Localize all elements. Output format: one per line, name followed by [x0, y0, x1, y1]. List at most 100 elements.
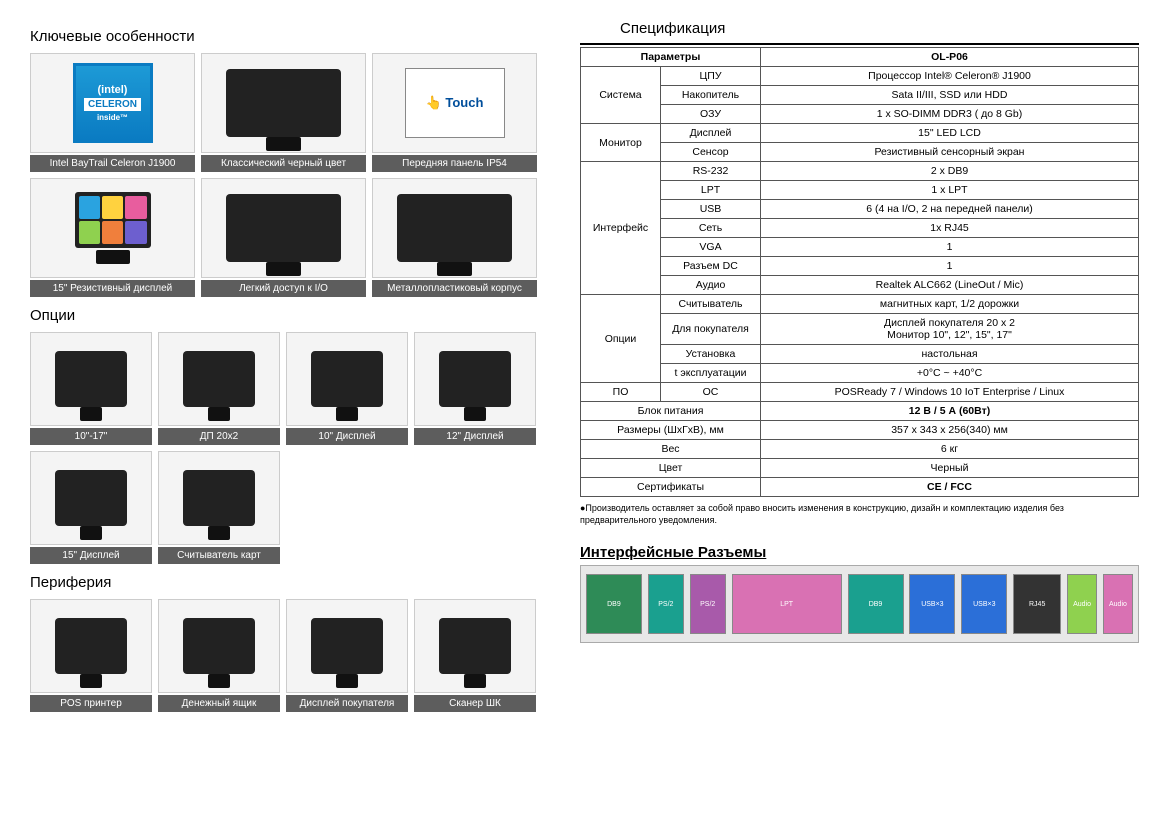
options-title: Опции: [30, 307, 550, 324]
spec-value: Черный: [761, 459, 1139, 478]
small-item: Денежный ящик: [158, 599, 280, 712]
small-image: [414, 332, 536, 426]
spec-value: 12 В / 5 А (60Вт): [761, 402, 1139, 421]
spec-row: VGA1: [581, 238, 1139, 257]
spec-param: Вес: [581, 440, 761, 459]
spec-value: Дисплей покупателя 20 x 2Монитор 10", 12…: [761, 314, 1139, 345]
spec-row: АудиоRealtek ALC662 (LineOut / Mic): [581, 276, 1139, 295]
spec-row: Разъем DC1: [581, 257, 1139, 276]
spec-header-param: Параметры: [581, 48, 761, 67]
spec-footnote: ●Производитель оставляет за собой право …: [580, 503, 1139, 526]
small-label: ДП 20х2: [158, 428, 280, 445]
spec-row: LPT1 x LPT: [581, 181, 1139, 200]
spec-value: 1 x SO-DIMM DDR3 ( до 8 Gb): [761, 105, 1139, 124]
small-item: ДП 20х2: [158, 332, 280, 445]
feature-image: [201, 178, 366, 278]
spec-row: USB6 (4 на I/O, 2 на передней панели): [581, 200, 1139, 219]
small-label: 12" Дисплей: [414, 428, 536, 445]
small-label: Считыватель карт: [158, 547, 280, 564]
spec-row: Сеть1x RJ45: [581, 219, 1139, 238]
feature-label: Металлопластиковый корпус: [372, 280, 537, 297]
spec-value: 6 (4 на I/O, 2 на передней панели): [761, 200, 1139, 219]
small-item: Считыватель карт: [158, 451, 280, 564]
small-item: 12" Дисплей: [414, 332, 536, 445]
spec-value: 6 кг: [761, 440, 1139, 459]
features-grid: (intel)CELERONinside™Intel BayTrail Cele…: [30, 53, 550, 297]
small-label: Дисплей покупателя: [286, 695, 408, 712]
left-column: Ключевые особенности (intel)CELERONinsid…: [30, 20, 550, 806]
spec-param: ОС: [661, 383, 761, 402]
small-image: [30, 332, 152, 426]
spec-param: ЦПУ: [661, 67, 761, 86]
small-image: [158, 451, 280, 545]
feature-item: Металлопластиковый корпус: [372, 178, 537, 297]
feature-item: (intel)CELERONinside™Intel BayTrail Cele…: [30, 53, 195, 172]
spec-param: Для покупателя: [661, 314, 761, 345]
port-icon: LPT: [732, 574, 842, 634]
spec-value: +0°C ~ +40°C: [761, 364, 1139, 383]
spec-value: Realtek ALC662 (LineOut / Mic): [761, 276, 1139, 295]
spec-group: Опции: [581, 295, 661, 383]
small-item: 10"-17": [30, 332, 152, 445]
small-item: POS принтер: [30, 599, 152, 712]
spec-param: Цвет: [581, 459, 761, 478]
feature-label: Передняя панель IP54: [372, 155, 537, 172]
feature-item: 👆 TouchПередняя панель IP54: [372, 53, 537, 172]
spec-param: Размеры (ШхГхВ), мм: [581, 421, 761, 440]
port-icon: Audio: [1067, 574, 1097, 634]
spec-param: VGA: [661, 238, 761, 257]
small-label: 10"-17": [30, 428, 152, 445]
small-item: Сканер ШК: [414, 599, 536, 712]
spec-row: ЦветЧерный: [581, 459, 1139, 478]
spec-row: Для покупателяДисплей покупателя 20 x 2М…: [581, 314, 1139, 345]
spec-param: Дисплей: [661, 124, 761, 143]
small-image: [30, 451, 152, 545]
feature-label: Легкий доступ к I/O: [201, 280, 366, 297]
port-icon: PS/2: [648, 574, 684, 634]
spec-header-row: Параметры OL-P06: [581, 48, 1139, 67]
small-image: [414, 599, 536, 693]
spec-value: CE / FCC: [761, 478, 1139, 497]
spec-row: ПООСPOSReady 7 / Windows 10 IoT Enterpri…: [581, 383, 1139, 402]
spec-row: Установканастольная: [581, 345, 1139, 364]
spec-row: Размеры (ШхГхВ), мм357 x 343 x 256(340) …: [581, 421, 1139, 440]
spec-param: LPT: [661, 181, 761, 200]
spec-param: Разъем DC: [661, 257, 761, 276]
ports-image: DB9PS/2PS/2LPTDB9USB×3USB×3RJ45AudioAudi…: [580, 565, 1139, 643]
spec-param: Установка: [661, 345, 761, 364]
small-label: POS принтер: [30, 695, 152, 712]
feature-image: [30, 178, 195, 278]
periphery-grid: POS принтер Денежный ящик Дисплей покупате…: [30, 599, 550, 712]
spec-value: 1: [761, 238, 1139, 257]
feature-item: Легкий доступ к I/O: [201, 178, 366, 297]
small-image: [286, 599, 408, 693]
feature-item: 15" Резистивный дисплей: [30, 178, 195, 297]
spec-row: НакопительSata II/III, SSD или HDD: [581, 86, 1139, 105]
spec-value: 1: [761, 257, 1139, 276]
spec-param: RS-232: [661, 162, 761, 181]
spec-row: МониторДисплей15" LED LCD: [581, 124, 1139, 143]
spec-row: СенсорРезистивный сенсорный экран: [581, 143, 1139, 162]
small-item: 15" Дисплей: [30, 451, 152, 564]
spec-row: t эксплуатации+0°C ~ +40°C: [581, 364, 1139, 383]
spec-param: Считыватель: [661, 295, 761, 314]
spec-table: Параметры OL-P06 СистемаЦПУПроцессор Int…: [580, 47, 1139, 497]
spec-group: ПО: [581, 383, 661, 402]
spec-row: Вес6 кг: [581, 440, 1139, 459]
spec-value: 1x RJ45: [761, 219, 1139, 238]
port-icon: DB9: [586, 574, 642, 634]
spec-value: 1 x LPT: [761, 181, 1139, 200]
small-item: 10" Дисплей: [286, 332, 408, 445]
spec-group: Система: [581, 67, 661, 124]
port-icon: USB×3: [961, 574, 1007, 634]
feature-label: 15" Резистивный дисплей: [30, 280, 195, 297]
feature-image: [201, 53, 366, 153]
small-image: [158, 599, 280, 693]
spec-param: Сенсор: [661, 143, 761, 162]
small-image: [158, 332, 280, 426]
spec-param: t эксплуатации: [661, 364, 761, 383]
right-column: Спецификация Параметры OL-P06 СистемаЦПУ…: [580, 20, 1139, 806]
port-icon: RJ45: [1013, 574, 1061, 634]
small-label: Денежный ящик: [158, 695, 280, 712]
spec-param: ОЗУ: [661, 105, 761, 124]
